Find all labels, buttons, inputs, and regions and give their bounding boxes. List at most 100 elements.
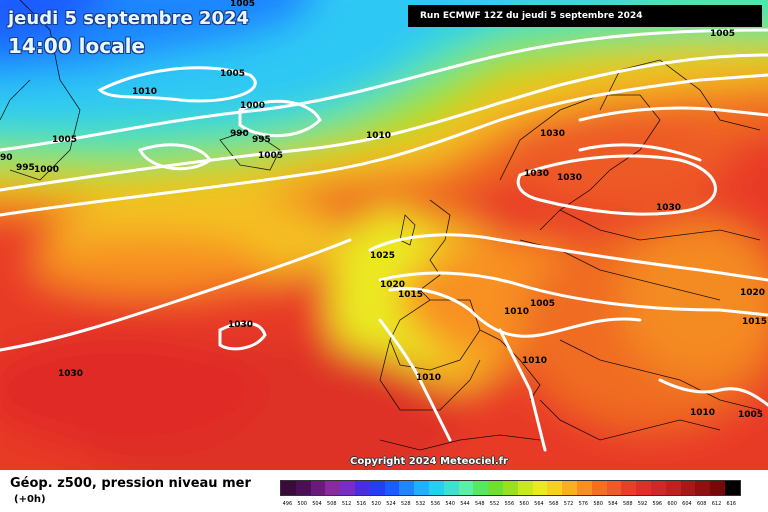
legend-swatch	[384, 481, 400, 495]
isobar-label: 1030	[656, 203, 681, 213]
isobar-label: 1010	[522, 356, 547, 366]
legend-tick-label: 580	[593, 501, 603, 507]
legend-tick-label: 548	[474, 501, 485, 507]
isobar-label: 1005	[220, 69, 245, 79]
legend-tick-label: 524	[386, 501, 396, 507]
legend-swatch	[473, 481, 489, 495]
isobar-label: 1030	[228, 320, 253, 330]
legend-swatch	[295, 481, 311, 495]
isobar-label: 1000	[240, 101, 265, 111]
legend-tick-label: 552	[489, 501, 500, 507]
legend-tick-label: 600	[667, 501, 677, 507]
geopotential-field	[0, 0, 768, 470]
isobar-label: 1010	[366, 131, 391, 141]
legend-swatch	[502, 481, 518, 495]
isobar-label: 1030	[540, 129, 565, 139]
legend-swatch	[710, 481, 725, 495]
isobar-label: 995	[252, 135, 271, 145]
color-scale-bar	[280, 480, 741, 496]
isobar-label: 90	[0, 153, 13, 163]
isobar-label: 1015	[398, 290, 423, 300]
legend-swatch	[591, 481, 607, 495]
legend-swatch	[695, 481, 711, 495]
legend-tick-label: 540	[445, 501, 455, 507]
legend-footer: Géop. z500, pression niveau mer (+0h) 49…	[0, 470, 768, 512]
legend-tick-label: 596	[652, 501, 663, 507]
legend-tick-label: 536	[430, 501, 441, 507]
legend-swatch	[428, 481, 444, 495]
legend-tick-label: 568	[548, 501, 559, 507]
isobar-label: 1030	[58, 369, 83, 379]
isobars	[0, 28, 768, 452]
run-info-box: Run ECMWF 12Z du jeudi 5 septembre 2024	[408, 5, 762, 27]
legend-swatch	[443, 481, 459, 495]
isobar-label: 1000	[34, 165, 59, 175]
legend-tick-label: 592	[637, 501, 648, 507]
isobar-label: 1030	[557, 173, 582, 183]
legend-swatch	[547, 481, 563, 495]
legend-swatch	[369, 481, 385, 495]
copyright-text: Copyright 2024 Meteociel.fr	[350, 456, 508, 467]
legend-tick-label: 560	[519, 501, 529, 507]
legend-tick-label: 528	[401, 501, 411, 507]
legend-swatch	[340, 481, 355, 495]
legend-swatch	[724, 481, 740, 495]
legend-tick-label: 584	[608, 501, 618, 507]
legend-swatch	[281, 481, 296, 495]
legend-swatch	[650, 481, 666, 495]
legend-swatch	[532, 481, 548, 495]
legend-swatch	[606, 481, 622, 495]
isobar-label: 1010	[132, 87, 157, 97]
legend-tick-label: 516	[356, 501, 367, 507]
legend-swatch	[488, 481, 503, 495]
legend-tick-label: 544	[460, 501, 470, 507]
date-title: jeudi 5 septembre 2024	[8, 8, 250, 29]
legend-swatch	[621, 481, 637, 495]
legend-tick-label: 500	[297, 501, 307, 507]
isobar-label: 1010	[416, 373, 441, 383]
coastlines	[0, 0, 761, 451]
time-title: 14:00 locale	[8, 34, 145, 58]
isobar-label: 990	[230, 129, 249, 139]
isobar-label: 1005	[530, 299, 555, 309]
isobar-label: 1020	[740, 288, 765, 298]
legend-tick-label: 608	[696, 501, 707, 507]
isobar-label: 1005	[52, 135, 77, 145]
legend-swatch	[665, 481, 681, 495]
legend-tick-label: 512	[341, 501, 352, 507]
legend-swatch	[576, 481, 592, 495]
legend-swatch	[325, 481, 341, 495]
legend-tick-label: 508	[327, 501, 337, 507]
legend-swatch	[399, 481, 415, 495]
isobar-label: 1010	[504, 307, 529, 317]
isobar-label: 1005	[738, 410, 763, 420]
legend-swatch	[562, 481, 577, 495]
legend-tick-label: 496	[282, 501, 293, 507]
legend-tick-label: 616	[726, 501, 737, 507]
legend-tick-label: 532	[415, 501, 426, 507]
map-canvas: 1005 1005 1010 1005 1000 990 995 1010 10…	[0, 0, 768, 470]
isobar-label: 1020	[380, 280, 405, 290]
weather-map: 1005 1005 1010 1005 1000 990 995 1010 10…	[0, 0, 768, 470]
legend-swatch	[636, 481, 651, 495]
legend-tick-label: 604	[682, 501, 692, 507]
color-scale-labels: 496 500 504 508 512 516 520 524 528 532 536 540 544 5…	[280, 501, 739, 507]
legend-tick-label: 504	[312, 501, 322, 507]
legend-tick-label: 576	[578, 501, 589, 507]
isobar-label: 1005	[230, 0, 255, 9]
isobar-label: 1025	[370, 251, 395, 261]
legend-tick-label: 588	[622, 501, 633, 507]
legend-swatch	[354, 481, 370, 495]
isobar-labels: 1005 1005 1010 1005 1000 990 995 1010 10…	[0, 0, 767, 420]
legend-swatch	[680, 481, 696, 495]
legend-swatch	[458, 481, 474, 495]
legend-tick-label: 612	[711, 501, 722, 507]
isobar-label: 1010	[690, 408, 715, 418]
lead-time: (+0h)	[14, 494, 46, 505]
legend-swatch	[517, 481, 533, 495]
legend-tick-label: 520	[371, 501, 381, 507]
legend-tick-label: 556	[504, 501, 515, 507]
legend-swatch	[414, 481, 429, 495]
legend-swatch	[310, 481, 326, 495]
isobar-label: 995	[16, 163, 35, 173]
